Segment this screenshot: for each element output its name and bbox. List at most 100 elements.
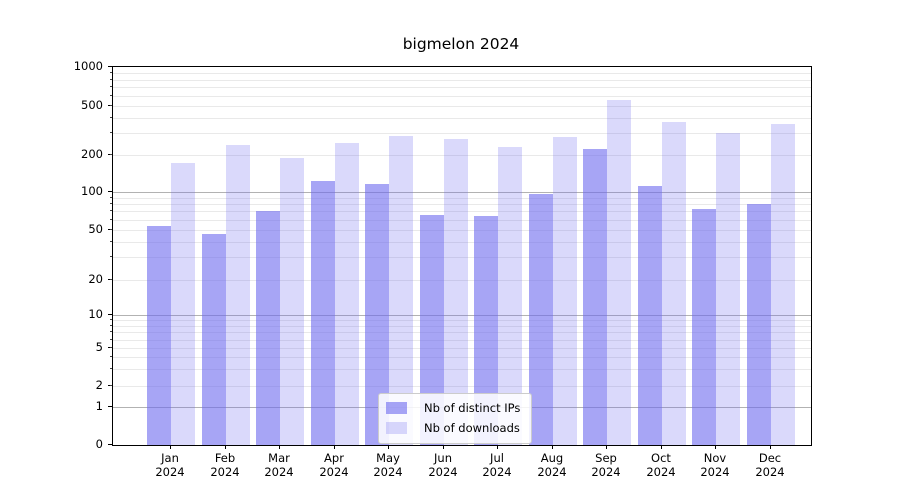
legend-swatch-distinct-ips (386, 402, 407, 414)
y-gridline-minor (113, 80, 811, 81)
bar-downloads-apr (335, 143, 359, 445)
bar-downloads-jan (171, 163, 195, 445)
x-tick-label: Dec 2024 (740, 451, 800, 479)
x-tick-year: 2024 (155, 465, 185, 479)
y-gridline-minor (113, 230, 811, 231)
x-tick-mark (606, 445, 607, 449)
y-gridline-minor (113, 211, 811, 212)
legend-swatch-downloads (386, 422, 407, 434)
y-tick-mark-minor (110, 203, 112, 204)
y-gridline-minor (113, 133, 811, 134)
y-gridline-minor (113, 326, 811, 327)
x-tick-month: Nov (703, 451, 727, 465)
x-tick-month: Jul (490, 451, 504, 465)
y-gridline-minor (113, 118, 811, 119)
chart-title: bigmelon 2024 (402, 35, 520, 53)
x-tick-month: Feb (214, 451, 236, 465)
y-tick-mark-minor (110, 72, 112, 73)
y-gridline-minor (113, 155, 811, 156)
y-gridline-minor (113, 73, 811, 74)
y-tick-mark-minor (110, 197, 112, 198)
x-tick-label: Nov 2024 (685, 451, 745, 479)
y-gridline-minor (113, 106, 811, 107)
y-gridline-minor (113, 198, 811, 199)
y-gridline-minor (113, 320, 811, 321)
x-tick-month: Sep (595, 451, 617, 465)
plot-area (112, 66, 812, 446)
y-tick-mark-minor (110, 95, 112, 96)
x-tick-year: 2024 (373, 465, 403, 479)
x-tick-month: Apr (324, 451, 344, 465)
y-gridline-minor (113, 242, 811, 243)
y-tick-mark (108, 314, 112, 315)
y-gridline-major (113, 315, 811, 316)
x-tick-mark (715, 445, 716, 449)
bar-downloads-aug (553, 137, 577, 445)
bar-distinct-ips-aug (529, 194, 553, 445)
bar-downloads-sep (607, 100, 631, 445)
x-tick-mark (334, 445, 335, 449)
bar-distinct-ips-feb (202, 234, 226, 445)
y-tick-mark-minor (110, 229, 112, 230)
x-tick-label: Sep 2024 (576, 451, 636, 479)
y-tick-label: 5 (95, 340, 103, 354)
y-tick-mark-minor (110, 325, 112, 326)
y-tick-mark-minor (110, 219, 112, 220)
x-tick-month: Dec (758, 451, 782, 465)
x-tick-mark (770, 445, 771, 449)
x-tick-year: 2024 (700, 465, 730, 479)
y-tick-mark-minor (110, 319, 112, 320)
x-tick-label: Jun 2024 (413, 451, 473, 479)
bar-downloads-dec (771, 124, 795, 445)
legend-label-downloads: Nb of downloads (424, 421, 520, 435)
y-gridline-minor (113, 87, 811, 88)
x-tick-year: 2024 (428, 465, 458, 479)
y-tick-mark-minor (110, 154, 112, 155)
bar-distinct-ips-sep (583, 149, 607, 445)
bar-distinct-ips-jan (147, 226, 171, 445)
bar-downloads-mar (280, 158, 304, 445)
y-tick-mark-minor (110, 241, 112, 242)
bar-distinct-ips-mar (256, 211, 280, 445)
y-tick-label: 50 (88, 222, 103, 236)
legend: Nb of distinct IPs Nb of downloads (378, 393, 533, 444)
y-gridline-minor (113, 369, 811, 370)
x-tick-label: Jan 2024 (140, 451, 200, 479)
y-tick-mark-minor (110, 210, 112, 211)
y-tick-label: 20 (88, 272, 103, 286)
x-tick-year: 2024 (537, 465, 567, 479)
x-tick-label: Aug 2024 (522, 451, 582, 479)
y-tick-mark-minor (110, 132, 112, 133)
y-tick-label: 0 (95, 437, 103, 451)
x-tick-mark (443, 445, 444, 449)
y-tick-mark-minor (110, 105, 112, 106)
y-tick-mark (108, 66, 112, 67)
y-tick-mark-minor (110, 347, 112, 348)
x-tick-mark (661, 445, 662, 449)
x-tick-year: 2024 (755, 465, 785, 479)
x-tick-mark (552, 445, 553, 449)
x-tick-year: 2024 (210, 465, 240, 479)
x-tick-mark (170, 445, 171, 449)
x-tick-label: Apr 2024 (304, 451, 364, 479)
y-tick-mark-minor (110, 368, 112, 369)
bar-downloads-feb (226, 145, 250, 445)
y-gridline-minor (113, 348, 811, 349)
x-tick-mark (497, 445, 498, 449)
y-tick-label: 2 (95, 378, 103, 392)
x-tick-month: May (376, 451, 400, 465)
x-tick-year: 2024 (482, 465, 512, 479)
y-tick-mark-minor (110, 86, 112, 87)
y-gridline-major (113, 192, 811, 193)
y-tick-mark-minor (110, 331, 112, 332)
y-tick-label: 1 (95, 399, 103, 413)
y-tick-label: 10 (88, 307, 103, 321)
x-tick-label: Oct 2024 (631, 451, 691, 479)
y-tick-mark-minor (110, 117, 112, 118)
bar-distinct-ips-oct (638, 186, 662, 445)
y-gridline-minor (113, 220, 811, 221)
x-tick-mark (388, 445, 389, 449)
y-gridline-minor (113, 96, 811, 97)
x-tick-mark (225, 445, 226, 449)
